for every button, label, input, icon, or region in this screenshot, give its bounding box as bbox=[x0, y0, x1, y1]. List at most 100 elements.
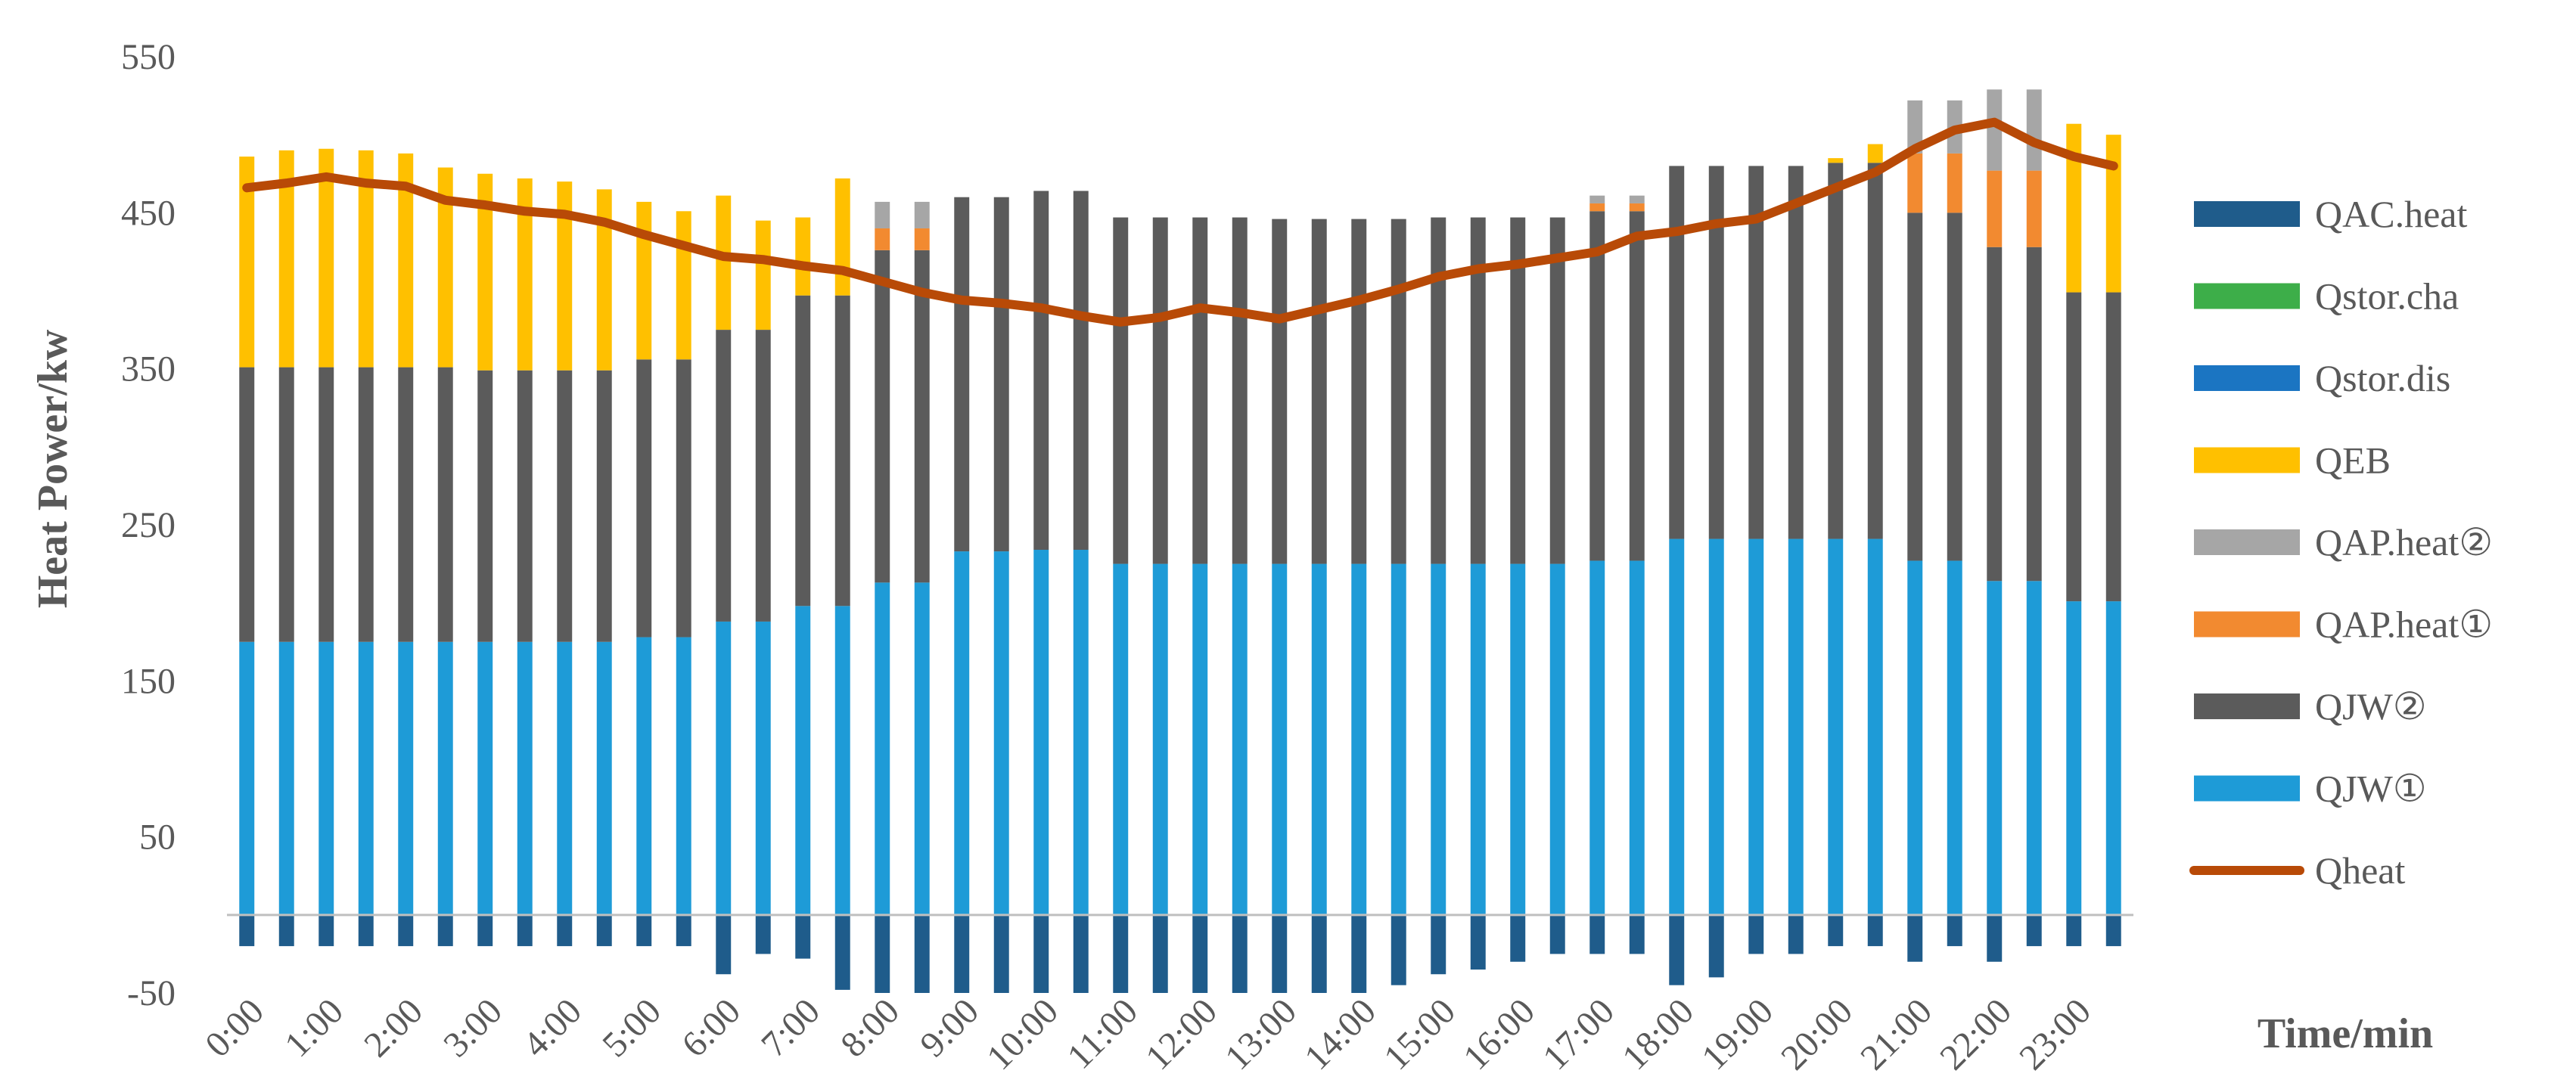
bar-segment bbox=[319, 148, 334, 368]
bar-segment bbox=[993, 914, 1009, 993]
bar-segment bbox=[1311, 563, 1327, 915]
bar-segment bbox=[875, 914, 890, 993]
legend-swatch bbox=[2194, 611, 2300, 638]
x-tick-label: 17:00 bbox=[1535, 991, 1622, 1078]
bar-segment bbox=[239, 641, 255, 915]
bar-segment bbox=[954, 551, 970, 915]
bar-segment bbox=[517, 178, 533, 371]
bar-segment bbox=[1113, 914, 1129, 993]
bar-segment bbox=[2105, 601, 2121, 915]
bar-segment bbox=[1510, 914, 1526, 962]
legend: QAC.heat Qstor.cha Qstor.dis QEB QAP.heat② QA… bbox=[2189, 193, 2493, 892]
bar-segment bbox=[557, 182, 573, 371]
legend-swatch bbox=[2194, 201, 2300, 227]
bar-segment bbox=[1470, 217, 1486, 564]
bar-segment bbox=[1272, 914, 1288, 993]
bar-segment bbox=[914, 228, 930, 250]
bar-segment bbox=[1907, 100, 1923, 154]
bar-segment bbox=[914, 914, 930, 993]
bar-segment bbox=[1033, 914, 1049, 993]
bar-segment bbox=[1867, 538, 1883, 915]
legend-label: Qheat bbox=[2315, 849, 2405, 892]
legend-item: Qheat bbox=[2189, 849, 2405, 892]
bar-segment bbox=[1708, 914, 1724, 978]
legend-swatch bbox=[2194, 365, 2300, 391]
bar-segment bbox=[2066, 292, 2082, 602]
bar-segment bbox=[2026, 914, 2042, 947]
bar-segment bbox=[755, 621, 771, 915]
bar-segment bbox=[1152, 563, 1168, 915]
qheat-line-path bbox=[242, 117, 2118, 327]
bar-segment bbox=[1113, 563, 1129, 915]
legend-item: QAP.heat① bbox=[2194, 603, 2493, 646]
bar-segment bbox=[2026, 247, 2042, 582]
bar-segment bbox=[596, 641, 612, 915]
bar-segment bbox=[795, 217, 811, 296]
bar-segment bbox=[875, 201, 890, 228]
x-tick-label: 19:00 bbox=[1694, 991, 1781, 1078]
bar-segment bbox=[716, 621, 732, 915]
bar-segment bbox=[319, 641, 334, 915]
bar-segment bbox=[1589, 195, 1605, 203]
bar-segment bbox=[477, 914, 493, 947]
bar-segment bbox=[1232, 914, 1248, 993]
legend-item: QEB bbox=[2194, 439, 2391, 482]
bar-segment bbox=[1351, 914, 1367, 993]
bar-segment bbox=[716, 914, 732, 975]
stacked-bars bbox=[239, 89, 2121, 993]
bar-segment bbox=[278, 914, 294, 947]
legend-item: Qstor.cha bbox=[2194, 275, 2459, 318]
x-tick-label: 10:00 bbox=[979, 991, 1066, 1078]
bar-segment bbox=[2066, 601, 2082, 915]
bar-segment bbox=[1748, 914, 1764, 954]
x-tick-label: 18:00 bbox=[1614, 991, 1701, 1078]
bar-segment bbox=[834, 295, 850, 607]
y-tick-label: 550 bbox=[121, 37, 176, 77]
bar-segment bbox=[1629, 914, 1645, 954]
x-tick-label: 15:00 bbox=[1376, 991, 1463, 1078]
bar-segment bbox=[1192, 217, 1208, 564]
bar-segment bbox=[278, 641, 294, 915]
bar-segment bbox=[477, 370, 493, 642]
bar-segment bbox=[2066, 123, 2082, 293]
bar-segment bbox=[676, 637, 691, 915]
x-tick-label: 6:00 bbox=[674, 991, 748, 1065]
bar-segment bbox=[1987, 170, 2003, 247]
bar-segment bbox=[2105, 292, 2121, 602]
bar-segment bbox=[755, 914, 771, 954]
y-tick-label: 50 bbox=[139, 818, 176, 858]
bar-segment bbox=[636, 637, 652, 915]
bar-segment bbox=[1589, 211, 1605, 561]
bar-segment bbox=[477, 641, 493, 915]
bar-segment bbox=[437, 367, 453, 642]
legend-swatch bbox=[2194, 693, 2300, 719]
bar-segment bbox=[636, 201, 652, 360]
bar-segment bbox=[1391, 219, 1406, 564]
bar-segment bbox=[1391, 914, 1406, 985]
bar-segment bbox=[716, 195, 732, 330]
bar-segment bbox=[437, 914, 453, 947]
bar-segment bbox=[596, 370, 612, 642]
bar-segment bbox=[914, 201, 930, 228]
bar-segment bbox=[1629, 203, 1645, 212]
x-tick-label: 2:00 bbox=[356, 991, 430, 1065]
bar-segment bbox=[437, 167, 453, 368]
y-tick-label: 450 bbox=[121, 193, 176, 233]
bar-segment bbox=[1391, 563, 1406, 915]
bar-segment bbox=[1987, 581, 2003, 915]
x-tick-label: 23:00 bbox=[2012, 991, 2099, 1078]
bar-segment bbox=[1669, 166, 1685, 539]
bar-segment bbox=[1947, 560, 1962, 915]
bar-segment bbox=[437, 641, 453, 915]
bar-segment bbox=[1828, 914, 1844, 947]
x-tick-label: 0:00 bbox=[197, 991, 272, 1065]
legend-label: QJW② bbox=[2315, 685, 2427, 728]
bar-segment bbox=[1192, 914, 1208, 993]
bar-segment bbox=[1629, 195, 1645, 203]
x-tick-label: 11:00 bbox=[1059, 991, 1145, 1077]
bar-segment bbox=[1987, 89, 2003, 171]
x-tick-labels: 0:00 1:00 2:00 3:00 4:00 5:00 6:00 7:00 8:00 9:00… bbox=[197, 991, 2099, 1078]
bar-segment bbox=[319, 914, 334, 947]
bar-segment bbox=[1113, 217, 1129, 564]
bar-segment bbox=[1311, 219, 1327, 564]
